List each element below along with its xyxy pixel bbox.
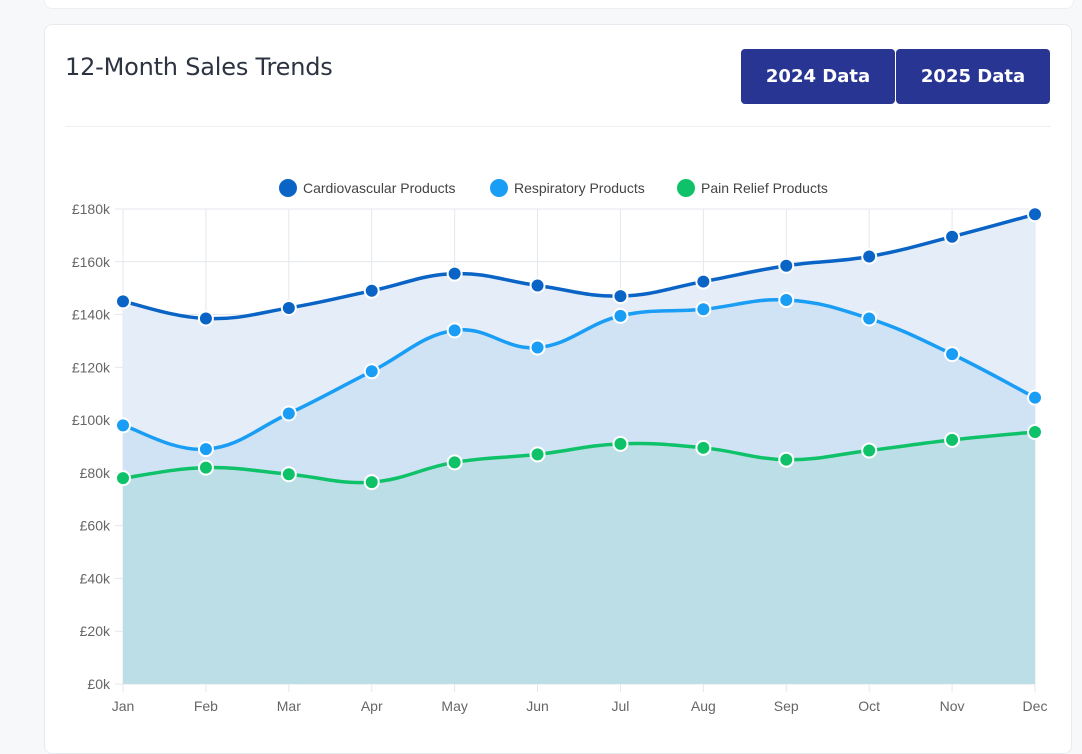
data-point — [363, 474, 380, 491]
x-tick-label: Dec — [1023, 698, 1048, 714]
y-tick-label: £80k — [80, 465, 111, 481]
data-point — [363, 363, 380, 380]
data-point — [115, 293, 131, 310]
data-point — [944, 346, 961, 363]
data-point — [861, 442, 878, 459]
data-2025-button[interactable]: 2025 Data — [896, 49, 1050, 104]
data-point — [446, 454, 463, 471]
x-tick-label: Nov — [940, 698, 965, 714]
area-fills — [123, 214, 1035, 684]
data-point — [446, 322, 463, 339]
header-divider — [65, 126, 1051, 127]
data-point — [529, 339, 546, 356]
card-title: 12-Month Sales Trends — [65, 53, 333, 81]
legend-swatch — [490, 179, 508, 197]
y-tick-label: £20k — [80, 623, 111, 639]
data-point — [695, 301, 712, 318]
x-tick-label: Jun — [526, 698, 549, 714]
legend-item: Pain Relief Products — [677, 179, 828, 197]
x-tick-label: Jul — [612, 698, 630, 714]
legend-swatch — [279, 179, 297, 197]
legend-label: Respiratory Products — [514, 180, 645, 196]
data-point — [280, 405, 297, 422]
data-point — [1027, 423, 1043, 440]
series-line-1 — [121, 212, 1037, 321]
data-point — [861, 248, 878, 265]
data-point — [529, 446, 546, 463]
legend-item: Respiratory Products — [490, 179, 645, 197]
series-line-2 — [121, 298, 1037, 451]
data-point — [612, 288, 629, 305]
y-tick-label: £100k — [72, 412, 111, 428]
data-2024-button[interactable]: 2024 Data — [741, 49, 895, 104]
legend-label: Cardiovascular Products — [303, 180, 456, 196]
y-tick-label: £140k — [72, 307, 111, 323]
y-tick-label: £160k — [72, 254, 111, 270]
data-point — [612, 435, 629, 452]
data-point — [944, 228, 961, 245]
area-fill-3 — [123, 431, 1035, 684]
data-point — [115, 417, 131, 434]
y-tick-label: £120k — [72, 359, 111, 375]
data-point — [778, 292, 795, 309]
data-point — [612, 307, 629, 324]
x-tick-label: Apr — [361, 698, 383, 714]
sales-trend-chart: £0k £20k £40k £60k £80k £100k £120k £140k £160k £… — [72, 179, 1048, 714]
data-point — [1027, 206, 1043, 223]
y-tick-label: £180k — [72, 201, 111, 217]
data-point — [363, 282, 380, 299]
y-tick-label: £0k — [87, 676, 111, 692]
legend-swatch — [677, 179, 695, 197]
x-tick-label: Aug — [691, 698, 716, 714]
data-point — [695, 439, 712, 456]
x-tick-label: Feb — [194, 698, 218, 714]
data-point — [446, 265, 463, 282]
data-point — [280, 299, 297, 316]
data-point — [861, 310, 878, 327]
data-point — [115, 470, 131, 487]
chart-legend: Cardiovascular Products Respiratory Produ… — [279, 179, 828, 197]
x-tick-label: May — [441, 698, 467, 714]
data-point — [778, 451, 795, 468]
x-tick-label: Sep — [774, 698, 799, 714]
series-lines — [121, 212, 1037, 485]
y-tick-label: £40k — [80, 570, 111, 586]
data-point — [944, 431, 961, 448]
data-point — [197, 310, 214, 327]
series-line-3 — [121, 430, 1037, 485]
x-tick-label: Mar — [277, 698, 301, 714]
data-points — [115, 206, 1043, 491]
x-tick-label: Oct — [858, 698, 880, 714]
x-tick-label: Jan — [112, 698, 135, 714]
data-point — [695, 273, 712, 290]
data-point — [529, 277, 546, 294]
legend-label: Pain Relief Products — [701, 180, 828, 196]
y-tick-label: £60k — [80, 518, 111, 534]
legend-item: Cardiovascular Products — [279, 179, 456, 197]
data-point — [280, 466, 297, 483]
data-point — [197, 441, 214, 458]
axis-labels: £0k £20k £40k £60k £80k £100k £120k £140k £160k £… — [72, 201, 1048, 714]
data-point — [778, 257, 795, 274]
data-point — [197, 459, 214, 476]
data-point — [1027, 389, 1043, 406]
